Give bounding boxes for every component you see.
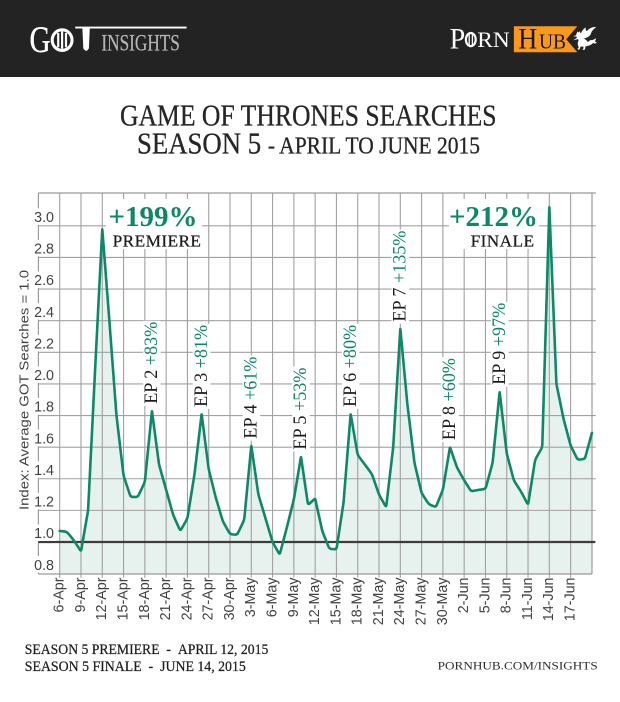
svg-text:3.0: 3.0 <box>34 210 54 226</box>
svg-text:1.0: 1.0 <box>34 526 54 542</box>
svg-text:2.8: 2.8 <box>34 242 54 258</box>
svg-text:24-Apr: 24-Apr <box>179 577 195 620</box>
svg-text:EP 2 +83%: EP 2 +83% <box>141 322 162 404</box>
svg-text:2.0: 2.0 <box>34 368 54 384</box>
svg-text:EP 8 +60%: EP 8 +60% <box>439 358 460 440</box>
svg-text:8-Jun: 8-Jun <box>499 577 515 613</box>
svg-text:RN: RN <box>477 27 510 52</box>
svg-text:+199%: +199% <box>108 201 197 233</box>
svg-text:2.4: 2.4 <box>34 305 54 321</box>
svg-text:SEASON 5 FINALE - JUNE 14, 2: SEASON 5 FINALE - JUNE 14, 2015 <box>25 659 246 675</box>
svg-text:5-Jun: 5-Jun <box>477 577 493 613</box>
svg-text:Index: Average GOT Searches =: Index: Average GOT Searches = 1.0 <box>17 270 32 510</box>
svg-text:12-Apr: 12-Apr <box>94 577 110 620</box>
svg-text:18-Apr: 18-Apr <box>137 577 153 620</box>
svg-text:6-May: 6-May <box>265 577 281 618</box>
svg-text:21-Apr: 21-Apr <box>158 577 174 620</box>
svg-text:11-Jun: 11-Jun <box>520 577 536 620</box>
svg-text:14-Jun: 14-Jun <box>541 577 557 621</box>
svg-text:30-May: 30-May <box>435 577 451 626</box>
svg-text:21-May: 21-May <box>371 577 387 626</box>
svg-text:GAME OF THRONES SEARCHES: GAME OF THRONES SEARCHES <box>120 99 497 133</box>
svg-text:30-Apr: 30-Apr <box>222 577 238 620</box>
svg-text:1.8: 1.8 <box>34 400 54 416</box>
svg-text:EP 3 +81%: EP 3 +81% <box>191 325 212 407</box>
svg-text:12-May: 12-May <box>307 577 323 626</box>
svg-text:EP 5 +53%: EP 5 +53% <box>290 367 311 449</box>
svg-text:EP 4 +61%: EP 4 +61% <box>241 356 262 438</box>
svg-text:PORNHUB.COM/INSIGHTS: PORNHUB.COM/INSIGHTS <box>438 661 598 673</box>
svg-text:15-May: 15-May <box>328 577 344 626</box>
svg-text:FINALE: FINALE <box>471 232 535 251</box>
svg-text:0.8: 0.8 <box>34 558 54 574</box>
svg-text:H: H <box>518 23 537 55</box>
svg-text:+212%: +212% <box>449 201 538 233</box>
svg-text:SEASON 5 - APRIL TO JUNE 2015: SEASON 5 - APRIL TO JUNE 2015 <box>137 127 480 161</box>
svg-text:3-May: 3-May <box>243 577 259 618</box>
svg-text:INSIGHTS: INSIGHTS <box>101 31 179 56</box>
svg-text:EP 9 +97%: EP 9 +97% <box>489 303 510 385</box>
svg-text:G: G <box>30 20 51 61</box>
svg-text:EP 7 +135%: EP 7 +135% <box>390 230 411 321</box>
svg-text:27-Apr: 27-Apr <box>201 577 217 620</box>
svg-text:15-Apr: 15-Apr <box>116 577 132 620</box>
svg-text:P: P <box>450 23 466 55</box>
svg-text:17-Jun: 17-Jun <box>563 577 579 621</box>
svg-text:PREMIERE: PREMIERE <box>113 232 202 251</box>
svg-text:27-May: 27-May <box>414 577 430 626</box>
svg-text:1.4: 1.4 <box>34 463 54 479</box>
svg-text:6-Apr: 6-Apr <box>52 577 68 612</box>
svg-text:2.2: 2.2 <box>34 337 54 353</box>
svg-text:1.6: 1.6 <box>34 431 54 447</box>
svg-text:UB: UB <box>539 29 566 53</box>
svg-text:2-Jun: 2-Jun <box>456 577 472 613</box>
svg-text:EP 6 +80%: EP 6 +80% <box>340 325 361 407</box>
svg-text:24-May: 24-May <box>392 577 408 626</box>
svg-text:9-Apr: 9-Apr <box>73 577 89 612</box>
svg-text:SEASON 5 PREMIERE - APRIL 12: SEASON 5 PREMIERE - APRIL 12, 2015 <box>25 642 268 658</box>
svg-text:2.6: 2.6 <box>34 273 54 289</box>
svg-text:18-May: 18-May <box>350 577 366 626</box>
svg-text:1.2: 1.2 <box>34 495 54 511</box>
svg-text:9-May: 9-May <box>286 577 302 618</box>
